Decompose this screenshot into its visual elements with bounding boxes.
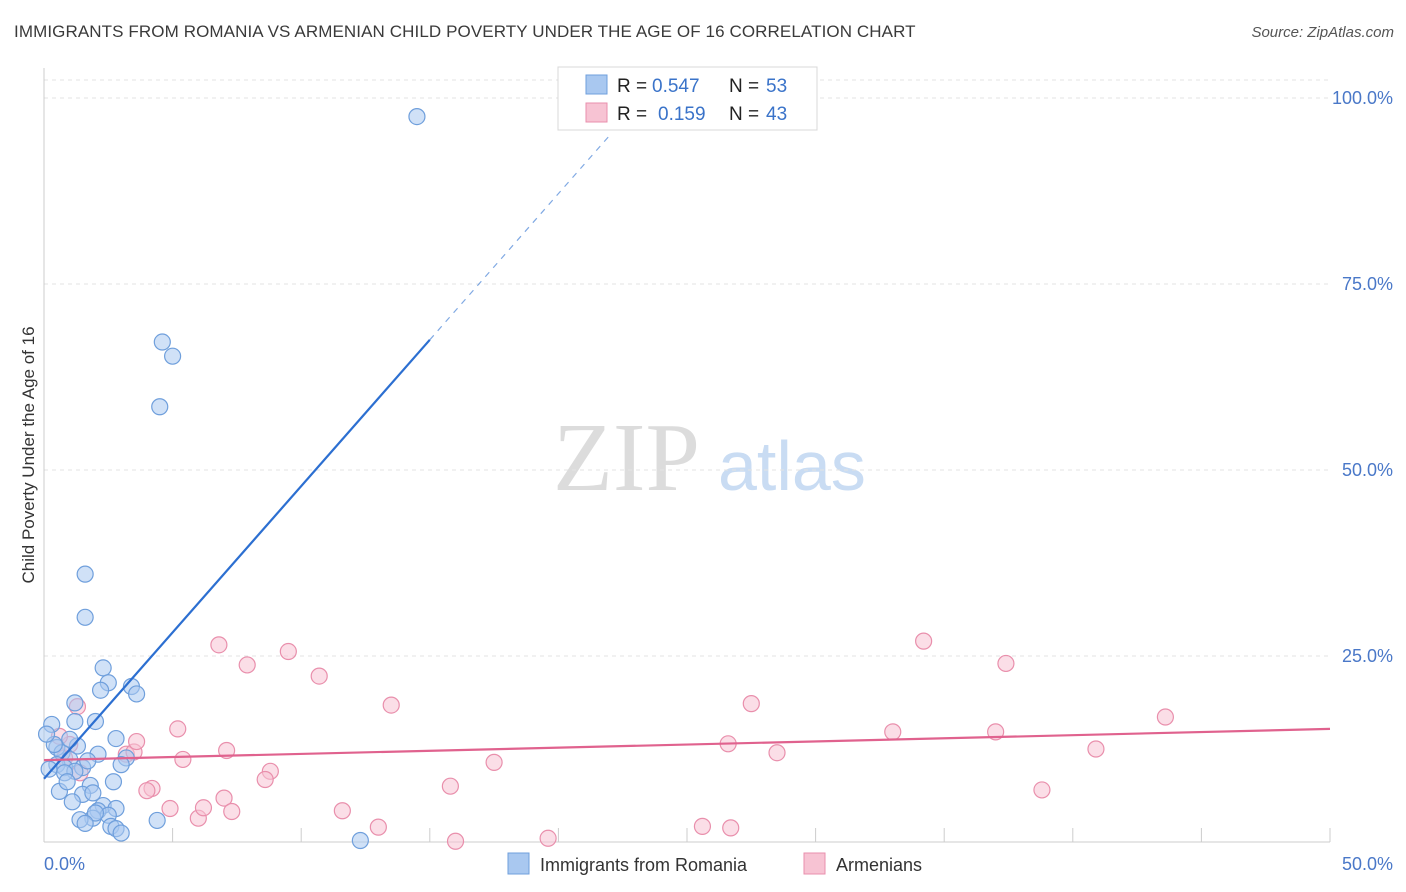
legend-r-value-pink: 0.159	[658, 104, 706, 125]
romania-point	[76, 565, 94, 583]
gridlines	[44, 79, 1330, 657]
armenian-point	[485, 753, 503, 771]
armenian-point	[441, 777, 459, 795]
axes	[43, 68, 1331, 843]
romania-point	[79, 752, 97, 770]
y-tick-label: 50.0%	[1342, 460, 1393, 480]
romania-points	[37, 107, 426, 850]
series-legend-armenians: Armenians	[836, 855, 922, 875]
romania-point	[76, 608, 94, 626]
armenian-point	[722, 819, 740, 837]
legend-r-value-blue: 0.547	[652, 76, 700, 97]
romania-point	[127, 685, 146, 703]
y-tick-label: 75.0%	[1342, 274, 1393, 294]
armenian-point	[194, 799, 213, 817]
legend-n-value-blue: 53	[766, 76, 787, 97]
armenian-point	[884, 723, 902, 741]
romania-point	[40, 760, 58, 778]
armenian-point	[693, 817, 712, 835]
romania-point	[112, 756, 130, 774]
armenian-point	[310, 667, 328, 685]
armenian-point	[210, 636, 228, 654]
y-tick-label: 25.0%	[1342, 646, 1393, 666]
legend-n-label-pink: N =	[729, 104, 759, 125]
series-legend-swatch-blue	[507, 852, 530, 875]
armenian-point	[369, 818, 387, 836]
romania-point	[76, 814, 94, 833]
watermark-atlas: atlas	[718, 427, 866, 505]
armenian-point	[174, 750, 192, 769]
series-legend-romania: Immigrants from Romania	[540, 855, 748, 875]
armenian-point	[138, 782, 156, 800]
y-tick-label: 100.0%	[1332, 88, 1393, 108]
romania-point	[84, 784, 102, 802]
romania-point	[37, 725, 56, 743]
armenian-point	[127, 732, 146, 751]
romania-trendline	[43, 339, 431, 780]
romania-point	[63, 793, 81, 811]
source-label: Source: ZipAtlas.com	[1251, 24, 1394, 41]
armenian-point	[238, 656, 256, 674]
armenian-point	[446, 832, 465, 850]
legend-r-label-blue: R =	[617, 76, 647, 97]
armenian-point	[539, 829, 557, 847]
romania-point	[408, 107, 426, 126]
romania-trendline-extension	[429, 134, 611, 341]
romania-point	[104, 773, 123, 791]
legend-n-label-blue: N =	[729, 76, 759, 97]
armenian-point	[279, 642, 297, 661]
romania-point	[151, 398, 169, 416]
series-legend: Immigrants from Romania Armenians	[507, 852, 922, 875]
legend-n-value-pink: 43	[766, 104, 787, 125]
armenian-point	[742, 695, 760, 713]
armenians-trendline	[43, 727, 1331, 762]
romania-point	[66, 712, 84, 731]
armenian-point	[1087, 740, 1105, 758]
romania-point	[164, 347, 182, 365]
romania-point	[91, 681, 110, 699]
armenian-point	[256, 770, 274, 789]
romania-point	[351, 831, 369, 850]
legend-swatch-blue	[585, 74, 608, 95]
x-tick-label: 0.0%	[44, 854, 85, 874]
armenian-point	[169, 720, 187, 738]
romania-point	[94, 659, 112, 677]
armenian-point	[333, 802, 351, 820]
romania-point	[112, 824, 130, 842]
armenians-points	[50, 632, 1174, 850]
armenian-point	[1033, 781, 1051, 799]
armenian-point	[218, 741, 236, 760]
romania-point	[148, 811, 166, 830]
romania-point	[66, 694, 84, 712]
legend-swatch-pink	[585, 102, 608, 123]
armenian-point	[382, 696, 400, 714]
romania-point	[61, 730, 79, 748]
chart-title: IMMIGRANTS FROM ROMANIA VS ARMENIAN CHIL…	[14, 22, 916, 41]
romania-point	[107, 729, 125, 748]
trendlines	[43, 134, 1331, 780]
x-tick-label: 50.0%	[1342, 854, 1393, 874]
romania-point	[86, 804, 105, 822]
stats-legend: R = 0.547 N = 53 R = 0.159 N = 43	[557, 66, 818, 131]
legend-r-label-pink: R =	[617, 104, 647, 125]
armenian-point	[997, 654, 1015, 673]
armenian-point	[161, 799, 179, 818]
armenian-point	[915, 632, 933, 650]
series-legend-swatch-pink	[803, 852, 826, 875]
armenian-point	[1156, 708, 1174, 726]
armenian-point	[223, 802, 241, 821]
armenian-point	[768, 744, 786, 762]
romania-point	[58, 773, 76, 791]
watermark-zip: ZIP	[553, 404, 700, 512]
armenian-point	[215, 789, 233, 807]
tick-labels: 100.0% 75.0% 50.0% 25.0% 0.0% 50.0%	[44, 88, 1393, 874]
romania-point	[153, 333, 171, 351]
y-axis-label: Child Poverty Under the Age of 16	[19, 326, 38, 583]
